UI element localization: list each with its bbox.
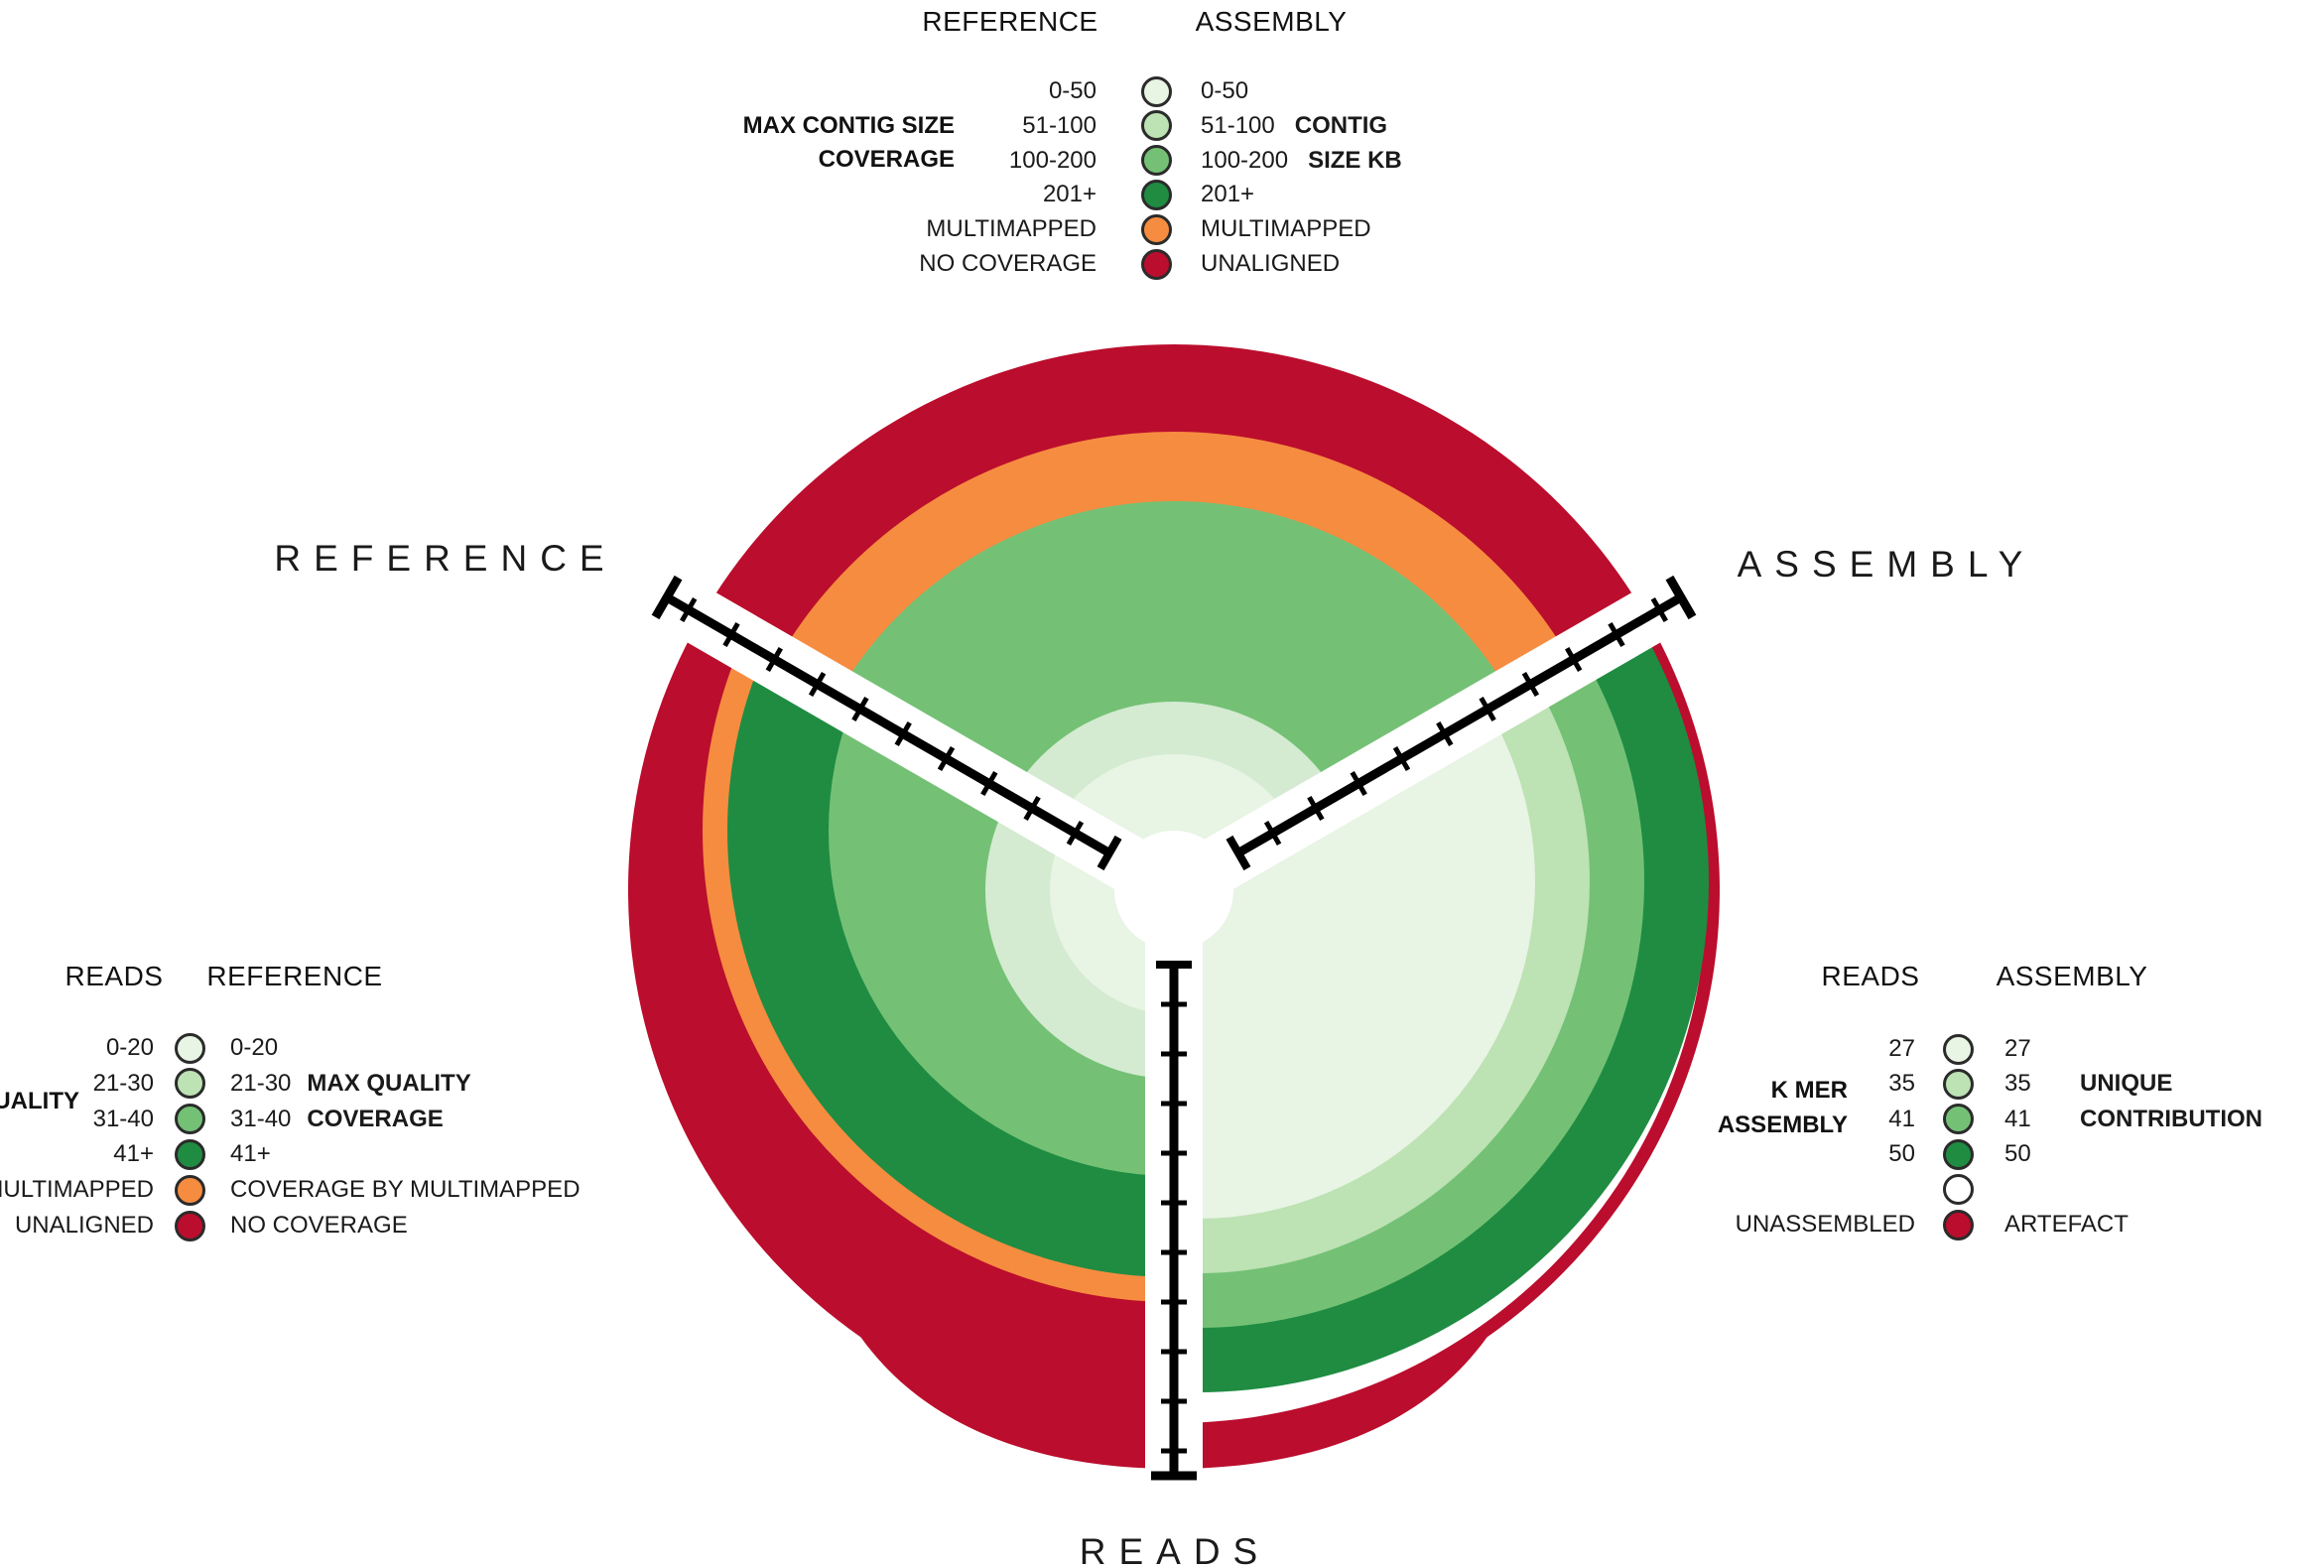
legend-row-left-value: 35	[1888, 1070, 1915, 1098]
right-legend-header-assembly: ASSEMBLY	[1996, 961, 2148, 991]
legend-row-left-value: NO COVERAGE	[919, 250, 1097, 277]
legend-swatch-icon	[1140, 75, 1172, 107]
axis-assembly	[1226, 575, 1697, 871]
legend-swatch-icon	[1942, 1209, 1974, 1241]
legend-row-right-value: 100-200 SIZE KB	[1201, 146, 1402, 174]
top-legend-header-assembly: ASSEMBLY	[1195, 6, 1348, 37]
legend-row-left-value: 21-30	[92, 1069, 154, 1097]
legend-swatch-icon	[1942, 1033, 1974, 1065]
legend-row-right-value: UNALIGNED	[1201, 250, 1341, 277]
legend-row-right-value: ARTEFACT	[2004, 1211, 2129, 1238]
legend-row-left-value: UNASSEMBLED	[1735, 1211, 1915, 1238]
legend-row-right-value: 27	[2004, 1035, 2031, 1062]
sector-label-reference: REFERENCE	[274, 538, 617, 579]
right-legend-header-reads: READS	[1821, 961, 1920, 991]
legend-row-left-value: MULTIMAPPED	[926, 215, 1097, 243]
legend-row-right-value: COVERAGE BY MULTIMAPPED	[230, 1176, 581, 1204]
legend-row-left-value: 51-100	[1022, 111, 1097, 139]
legend-swatch-icon	[174, 1138, 205, 1170]
legend-swatch-icon	[1140, 248, 1172, 280]
axis-reference	[651, 575, 1122, 871]
top-legend-label-coverage: COVERAGE	[818, 146, 955, 173]
legend-row-left-value: 41+	[113, 1140, 154, 1168]
legend-swatch-icon	[1942, 1104, 1974, 1135]
left-legend-label-quality: QUALITY	[0, 1088, 79, 1114]
legend-row-right-value: 41 CONTRIBUTION	[2004, 1105, 2262, 1132]
legend-row-right-value: 0-20	[230, 1034, 279, 1061]
legend-row-right-value: 50	[2004, 1140, 2031, 1168]
left-legend-header-reference: REFERENCE	[206, 961, 383, 991]
legend-swatch-icon	[1942, 1138, 1974, 1170]
legend-swatch-icon	[174, 1174, 205, 1206]
legend-row-left-value: 201+	[1042, 181, 1097, 208]
legend-row-left-value: 31-40	[92, 1105, 154, 1132]
legend-row-right-value: 35 UNIQUE	[2004, 1070, 2173, 1098]
top-legend-label-max-contig-size: MAX CONTIG SIZE	[742, 112, 955, 139]
legend-row-right-value: 51-100 CONTIG	[1201, 111, 1388, 139]
legend-swatch-icon	[1140, 145, 1172, 177]
legend-row-right-value: 21-30 MAX QUALITY	[230, 1069, 471, 1097]
legend-swatch-icon	[1140, 179, 1172, 210]
legend-row-left-value: 50	[1888, 1140, 1915, 1168]
legend-row-right-value: 0-50	[1201, 77, 1249, 104]
legend-row-left-value: 0-20	[105, 1034, 154, 1061]
legend-row-left-value: UNALIGNED	[14, 1212, 154, 1239]
legend-row-right-value: 41+	[230, 1140, 271, 1168]
left-legend-header-reads: READS	[65, 961, 164, 991]
sector-label-reads: READS	[1079, 1531, 1271, 1568]
legend-swatch-icon	[174, 1104, 205, 1135]
legend-swatch-icon	[174, 1210, 205, 1241]
axis-reads	[1151, 961, 1197, 1481]
legend-row-left-value: 41	[1888, 1105, 1915, 1132]
legend-swatch-icon	[1140, 213, 1172, 245]
legend-row-right-value: 31-40 COVERAGE	[230, 1105, 444, 1132]
legend-row-right-value: 201+	[1201, 181, 1255, 208]
legend-row-right-value: NO COVERAGE	[230, 1212, 408, 1239]
sector-label-assembly: ASSEMBLY	[1737, 544, 2036, 585]
legend-row-right-value: MULTIMAPPED	[1201, 215, 1371, 243]
legend-row-left-value: 0-50	[1048, 77, 1097, 104]
right-legend-label-assembly: ASSEMBLY	[1717, 1111, 1848, 1138]
legend-swatch-icon	[1942, 1174, 1974, 1206]
legend-row-left-value: MULTIMAPPED	[0, 1176, 154, 1204]
legend-row-left-value: 100-200	[1008, 146, 1097, 174]
right-legend-label-kmer: K MER	[1770, 1077, 1848, 1104]
legend-swatch-icon	[1140, 110, 1172, 142]
top-legend-header-reference: REFERENCE	[922, 6, 1098, 37]
legend-swatch-icon	[174, 1068, 205, 1100]
legend-swatch-icon	[174, 1032, 205, 1064]
legend-row-left-value: 27	[1888, 1035, 1915, 1062]
legend-swatch-icon	[1942, 1068, 1974, 1100]
center-disc	[1114, 831, 1233, 950]
